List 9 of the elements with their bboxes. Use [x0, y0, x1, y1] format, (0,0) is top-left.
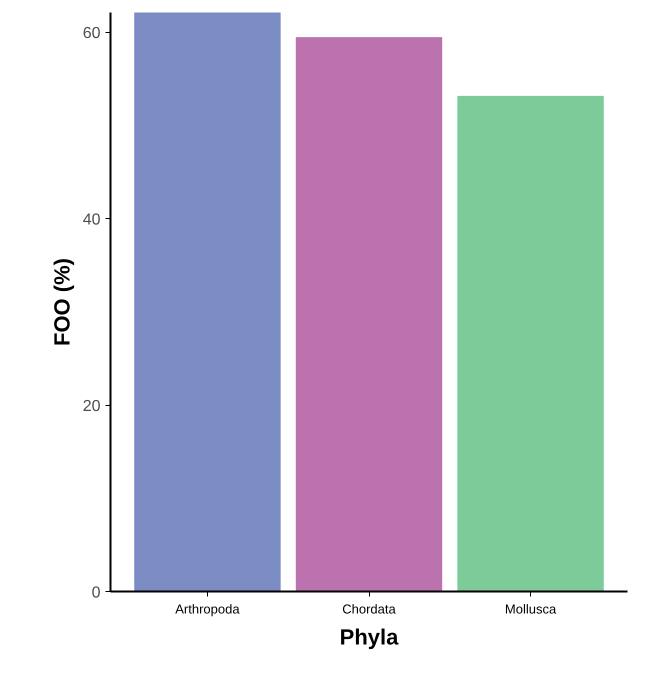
x-tick-label: Mollusca	[504, 602, 557, 616]
y-tick-label: 60	[82, 25, 101, 42]
x-tick-label: Chordata	[342, 602, 397, 616]
x-axis-title: Phyla	[340, 624, 400, 650]
y-tick-label: 20	[82, 398, 101, 416]
y-tick-label: 40	[82, 212, 101, 229]
x-tick-label: Arthropoda	[175, 602, 240, 616]
y-axis-title: FOO (%)	[50, 258, 75, 346]
y-tick-label: 0	[92, 584, 101, 602]
